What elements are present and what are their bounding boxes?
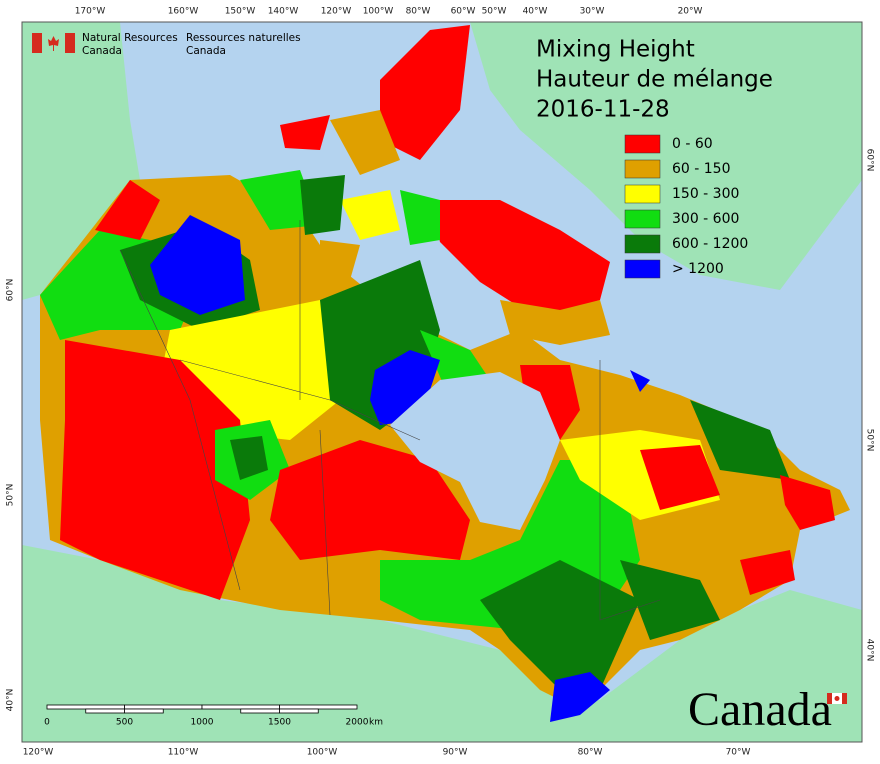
legend-swatch <box>624 234 661 254</box>
scale-unit: km <box>369 718 383 728</box>
hudson-bay <box>390 372 560 530</box>
latitude-label: 50°N <box>6 484 16 507</box>
map-date: 2016-11-28 <box>536 97 670 123</box>
latitude-label: 60°N <box>6 279 16 302</box>
scale-bar: 0 500 1000 1500 2000 km <box>44 704 383 728</box>
land-zone <box>60 340 250 600</box>
org-text: Canada <box>82 45 122 57</box>
legend-swatch <box>624 259 661 279</box>
province-border <box>119 220 661 621</box>
greenland <box>470 22 862 290</box>
legend-swatch <box>624 159 661 179</box>
legend-label: 60 - 150 <box>672 161 731 177</box>
longitude-label: 60°W <box>451 7 476 17</box>
land-zone <box>300 175 345 235</box>
longitude-label: 20°W <box>678 7 703 17</box>
land-zone <box>430 200 610 320</box>
scale-label: 0 <box>44 718 50 728</box>
land-zone <box>380 25 470 160</box>
legend-swatch <box>624 209 661 229</box>
org-text: Natural Resources <box>82 32 178 44</box>
land-zone <box>240 170 320 230</box>
scale-segment <box>124 708 164 714</box>
scale-segment <box>240 708 280 714</box>
scale-segment <box>201 704 280 710</box>
latitude-label: 40°N <box>865 639 875 662</box>
longitude-label: 140°W <box>268 7 299 17</box>
land-zone <box>280 115 330 150</box>
scale-segment <box>279 708 319 714</box>
legend-swatch <box>624 134 661 154</box>
wordmark-flag <box>842 693 847 704</box>
flag-bar <box>65 33 75 53</box>
legend-label: 0 - 60 <box>672 136 713 152</box>
longitude-label: 40°W <box>523 7 548 17</box>
land-zone <box>340 190 400 240</box>
org-text: Canada <box>186 45 226 57</box>
land-zone <box>500 300 610 345</box>
map-title: Mixing Height <box>536 37 695 63</box>
land-zone <box>330 110 400 175</box>
alaska <box>22 22 140 300</box>
frame-border <box>21 21 863 743</box>
longitude-label: 110°W <box>168 748 199 758</box>
land-zone <box>740 550 795 595</box>
longitude-label: 100°W <box>307 748 338 758</box>
land-zone <box>150 215 245 315</box>
longitude-label: 170°W <box>75 7 106 17</box>
land-zone <box>95 180 160 240</box>
legend-swatch <box>624 184 661 204</box>
longitude-label: 80°W <box>406 7 431 17</box>
land-zone <box>230 436 268 480</box>
wordmark-flag <box>827 693 832 704</box>
longitude-label: 160°W <box>168 7 199 17</box>
wordmark: Canada <box>688 683 832 736</box>
longitude-label: 70°W <box>726 748 751 758</box>
wordmark-leaf <box>834 696 840 701</box>
legend-label: 600 - 1200 <box>672 236 748 252</box>
longitude-label: 90°W <box>443 748 468 758</box>
land-zone <box>780 475 835 530</box>
scale-segment <box>279 704 358 710</box>
latitude-label: 50°N <box>865 429 875 452</box>
canada-wordmark: Canada <box>688 683 847 736</box>
longitude-label: 50°W <box>482 7 507 17</box>
longitude-label: 100°W <box>363 7 394 17</box>
scale-label: 500 <box>116 718 133 728</box>
org-text: Ressources naturelles <box>186 32 301 44</box>
legend-label: > 1200 <box>672 261 724 277</box>
graticule-labels: 170°W 160°W 150°W 140°W 120°W 100°W 80°W 60°W 50… <box>6 7 875 758</box>
land-zone <box>690 400 790 480</box>
longitude-label: 120°W <box>23 748 54 758</box>
scale-label: 2000 <box>346 718 369 728</box>
scale-label: 1000 <box>191 718 214 728</box>
scale-segment <box>124 704 203 710</box>
scale-segment <box>85 708 125 714</box>
land-zone <box>550 672 610 722</box>
legend-label: 150 - 300 <box>672 186 739 202</box>
longitude-label: 80°W <box>578 748 603 758</box>
land-zone <box>640 445 720 510</box>
latitude-label: 40°N <box>6 689 16 712</box>
map-frame <box>21 21 863 743</box>
latitude-label: 60°N <box>865 149 875 172</box>
land-zone <box>400 190 440 245</box>
land-zone <box>320 240 360 280</box>
scale-segment <box>46 704 125 710</box>
flag-bar <box>32 33 42 53</box>
scale-label: 1500 <box>268 718 291 728</box>
longitude-label: 120°W <box>321 7 352 17</box>
land-zone <box>620 560 720 640</box>
longitude-label: 30°W <box>580 7 605 17</box>
land-zone <box>270 440 470 560</box>
legend-label: 300 - 600 <box>672 211 739 227</box>
map-title: Hauteur de mélange <box>536 67 773 93</box>
maple-leaf <box>48 36 59 51</box>
longitude-label: 150°W <box>225 7 256 17</box>
usa <box>22 545 862 742</box>
nrcan-signature: Natural Resources Canada Ressources natu… <box>32 32 301 57</box>
land-zone <box>630 370 650 392</box>
legend: 0 - 60 60 - 150 150 - 300 300 - 600 600 - 12… <box>624 134 748 279</box>
